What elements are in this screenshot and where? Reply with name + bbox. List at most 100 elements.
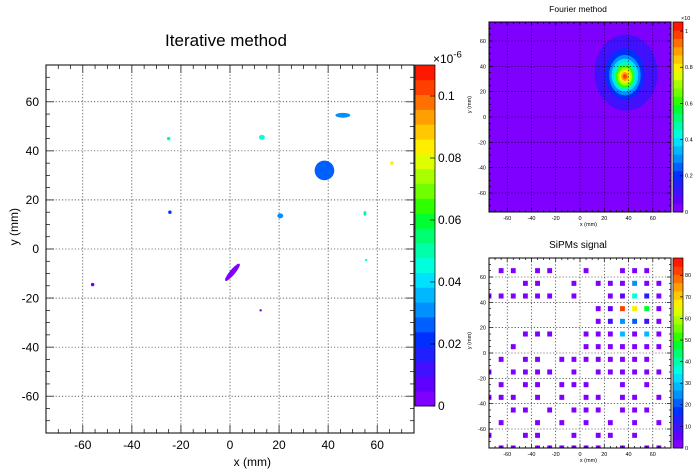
sipm-sensor-cell <box>656 293 662 299</box>
colorbar-segment <box>415 228 435 244</box>
sipm-sensor-cell <box>656 369 662 375</box>
colorbar-segment <box>673 79 683 89</box>
y-axis-title: y (mm) <box>7 208 21 245</box>
sipm-sensor-cell <box>571 369 577 375</box>
colorbar-segment <box>415 331 435 348</box>
x-tick-label: 40 <box>625 452 631 458</box>
sipm-sensor-cell <box>535 394 540 400</box>
colorbar-segment <box>673 71 683 81</box>
colorbar-tick-label: 0.4 <box>685 138 693 144</box>
colorbar-segment <box>673 154 683 163</box>
colorbar-tick-label: 80 <box>685 273 691 279</box>
sipm-sensor-cell <box>535 268 540 274</box>
sipm-sensor-cell <box>522 382 528 388</box>
sipm-sensor-cell <box>571 382 577 388</box>
colorbar-segment <box>673 38 683 48</box>
sipm-sensor-cell <box>510 407 516 413</box>
colorbar-segment <box>673 357 683 366</box>
sipm-sensor-cell <box>583 394 589 400</box>
x-tick-label: 0 <box>578 216 581 222</box>
y-tick-label: 40 <box>480 64 486 70</box>
sipm-sensor-cell <box>571 407 577 413</box>
colorbar-tick-label: 0.02 <box>438 337 462 351</box>
sipm-sensor-cell <box>595 344 601 350</box>
sipm-sensor-cell <box>607 306 613 312</box>
colorbar-segment <box>673 96 683 106</box>
sipm-sensor-cell <box>632 306 638 312</box>
sipm-sensor-cell <box>547 293 553 299</box>
colorbar-tick-label: 60 <box>685 316 691 322</box>
sipm-sensor-cell <box>644 268 650 274</box>
sipm-sensor-cell <box>522 407 528 413</box>
sipm-sensor-cell <box>595 369 601 375</box>
y-tick-label: 0 <box>32 242 39 256</box>
x-tick-label: -40 <box>527 216 535 222</box>
sipm-sensor-cell <box>559 394 565 400</box>
sipm-sensor-cell <box>620 382 625 388</box>
sipm-sensor-cell <box>656 394 662 400</box>
sipm-sensor-cell <box>595 331 601 337</box>
colorbar-segment <box>673 414 683 424</box>
colorbar-segment <box>673 30 683 39</box>
y-tick-label: 0 <box>483 351 486 357</box>
sipm-sensor-cell <box>498 382 504 388</box>
sipm-sensor-cell <box>632 293 638 299</box>
colorbar-segment <box>673 381 683 391</box>
sipm-sensor-cell <box>644 280 650 286</box>
sipm-sensor-cell <box>583 268 589 274</box>
sipm-sensor-cell <box>498 293 504 299</box>
colorbar-segment <box>673 406 683 416</box>
sipm-sensor-cell <box>595 432 601 438</box>
colorbar-segment <box>673 104 683 114</box>
sipm-sensor-cell <box>644 356 650 362</box>
colorbar-segment <box>415 124 435 140</box>
sipm-sensor-cell <box>522 293 528 299</box>
colorbar-tick-label: 0.1 <box>438 89 455 103</box>
colorbar-segment <box>673 170 683 180</box>
colorbar-segment <box>415 65 435 81</box>
sipm-sensor-cell <box>620 331 625 337</box>
y-axis-title: y (mm) <box>467 96 473 113</box>
sipm-sensor-cell <box>632 331 638 337</box>
sipm-sensor-cell <box>607 344 613 350</box>
colorbar-frame <box>672 257 684 449</box>
sipm-sensor-cell <box>583 420 589 426</box>
colorbar-segment <box>673 282 683 292</box>
colorbar-segment <box>673 266 683 275</box>
iterative-method-panel: Iterative method -60 -40 -20 0 20 40 60-60-40-… <box>7 31 462 469</box>
colorbar-segment <box>673 299 683 308</box>
sipm-sensor-cell <box>522 432 528 438</box>
x-tick-label: -40 <box>123 438 141 452</box>
colorbar-tick-label: 1 <box>685 29 688 35</box>
sipm-sensor-cell <box>522 280 528 286</box>
colorbar-tick-label: 0.2 <box>685 174 693 180</box>
sipm-sensor-cell <box>607 280 613 286</box>
colorbar-frame <box>414 64 436 407</box>
sipm-sensor-cell <box>644 382 650 388</box>
heatmap-spot <box>168 210 172 214</box>
sipm-sensor-cell <box>498 268 504 274</box>
sipm-sensor-cell <box>559 382 565 388</box>
sipm-sensor-cell <box>632 280 638 286</box>
colorbar-tick-label: 40 <box>685 360 691 366</box>
sipm-sensor-cell <box>510 293 516 299</box>
colorbar-tick-label: 10 <box>685 424 691 430</box>
sipm-sensor-cell <box>583 382 589 388</box>
colorbar-segment <box>673 274 683 284</box>
colorbar-segment <box>673 121 683 130</box>
sipm-sensor-cell <box>595 394 601 400</box>
colorbar-segment <box>673 340 683 350</box>
sipm-sensor-cell <box>498 420 504 426</box>
heatmap-spot <box>225 263 240 281</box>
sipm-sensor-cell <box>620 356 625 362</box>
colorbar-tick-label: 0.6 <box>685 101 693 107</box>
sipm-sensor-cell <box>595 407 601 413</box>
colorbar-segment <box>673 332 683 342</box>
sipm-sensor-cell <box>510 394 516 400</box>
y-tick-label: -20 <box>478 376 486 382</box>
sipm-sensor-cell <box>510 344 516 350</box>
sipm-sensor-cell <box>607 318 613 324</box>
colorbar-segment <box>673 88 683 97</box>
heatmap-spot <box>277 213 284 219</box>
